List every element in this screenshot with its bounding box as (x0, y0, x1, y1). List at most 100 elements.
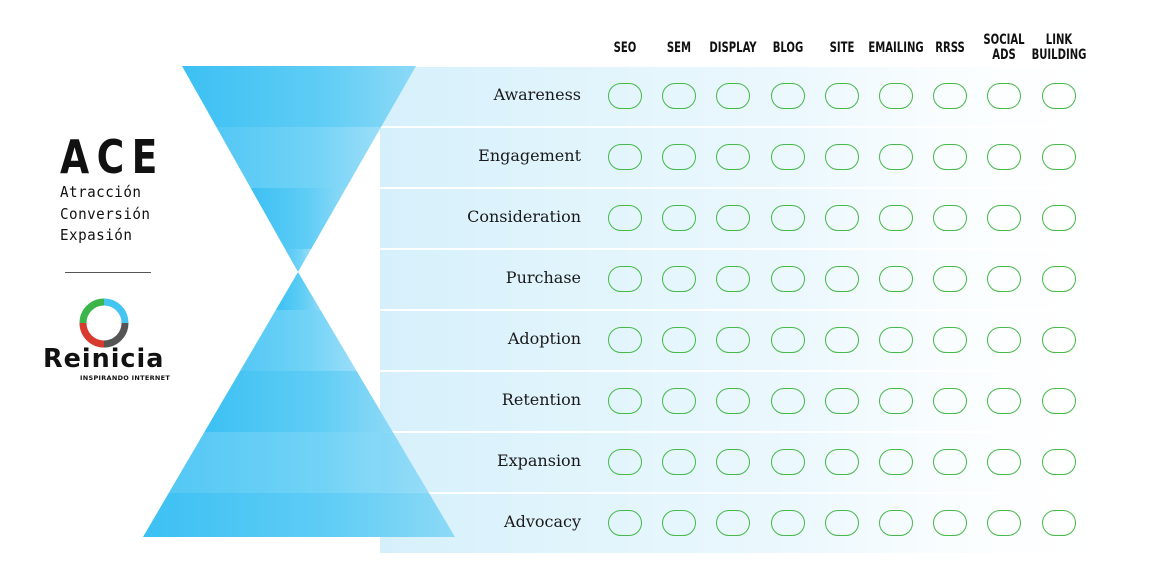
checkbox-awareness-sem[interactable] (662, 83, 697, 109)
checkbox-consideration-seo[interactable] (608, 205, 642, 231)
checkbox-expansion-blog[interactable] (770, 449, 805, 475)
checkbox-advocacy-link-building[interactable] (1041, 510, 1076, 536)
stage-label-expansion: Expansion (496, 451, 581, 470)
checkbox-awareness-site[interactable] (824, 83, 859, 109)
checkbox-consideration-display[interactable] (716, 205, 751, 231)
checkbox-awareness-social-ads[interactable] (987, 83, 1022, 109)
checkbox-engagement-site[interactable] (824, 144, 859, 170)
checkbox-adoption-sem[interactable] (662, 327, 697, 353)
checkbox-advocacy-sem[interactable] (662, 510, 697, 536)
checkbox-purchase-rrss[interactable] (933, 266, 968, 292)
checkbox-purchase-social-ads[interactable] (987, 266, 1022, 292)
checkbox-adoption-social-ads[interactable] (987, 327, 1022, 353)
checkbox-expansion-emailing[interactable] (879, 449, 913, 475)
checkbox-purchase-display[interactable] (716, 266, 751, 292)
checkbox-consideration-blog[interactable] (770, 205, 805, 231)
channel-header-emailing: EMAILING (868, 41, 924, 56)
checkbox-advocacy-social-ads[interactable] (987, 510, 1022, 536)
checkbox-purchase-site[interactable] (824, 266, 859, 292)
checkbox-expansion-seo[interactable] (608, 449, 642, 475)
checkbox-purchase-link-building[interactable] (1041, 266, 1076, 292)
checkbox-advocacy-emailing[interactable] (879, 510, 913, 536)
checkbox-adoption-blog[interactable] (770, 327, 805, 353)
channel-header-line: SOCIAL (983, 32, 1025, 48)
checkbox-engagement-rrss[interactable] (933, 144, 968, 170)
channel-header-line: DISPLAY (709, 40, 757, 56)
checkbox-awareness-emailing[interactable] (879, 83, 913, 109)
checkbox-retention-site[interactable] (824, 388, 859, 414)
checkbox-consideration-social-ads[interactable] (987, 205, 1022, 231)
reinicia-logo-icon (79, 298, 129, 348)
checkbox-engagement-blog[interactable] (770, 144, 805, 170)
checkbox-advocacy-display[interactable] (716, 510, 751, 536)
checkbox-expansion-link-building[interactable] (1041, 449, 1076, 475)
checkbox-awareness-display[interactable] (716, 83, 751, 109)
checkbox-expansion-site[interactable] (824, 449, 859, 475)
funnel-segment (250, 188, 347, 249)
checkbox-consideration-site[interactable] (824, 205, 859, 231)
checkbox-consideration-sem[interactable] (662, 205, 697, 231)
checkbox-retention-sem[interactable] (662, 388, 697, 414)
checkbox-expansion-rrss[interactable] (933, 449, 968, 475)
checkbox-consideration-emailing[interactable] (879, 205, 913, 231)
checkbox-retention-seo[interactable] (608, 388, 642, 414)
ace-line-conversion: Conversión (60, 204, 151, 223)
checkbox-consideration-rrss[interactable] (933, 205, 968, 231)
checkbox-purchase-emailing[interactable] (879, 266, 913, 292)
funnel-segment (240, 310, 357, 371)
checkbox-adoption-link-building[interactable] (1041, 327, 1076, 353)
channel-header-line: SEM (667, 40, 692, 56)
stage-label-engagement: Engagement (478, 146, 581, 165)
checkbox-engagement-social-ads[interactable] (987, 144, 1022, 170)
stage-label-retention: Retention (501, 390, 581, 409)
checkbox-advocacy-seo[interactable] (608, 510, 642, 536)
checkbox-engagement-sem[interactable] (662, 144, 697, 170)
checkbox-adoption-emailing[interactable] (879, 327, 913, 353)
checkbox-awareness-blog[interactable] (770, 83, 805, 109)
checkbox-adoption-seo[interactable] (608, 327, 642, 353)
checkbox-retention-social-ads[interactable] (987, 388, 1022, 414)
ace-line-attraction: Atracción (60, 183, 142, 201)
divider (65, 272, 151, 273)
ace-heading: ACE Atracción Conversión Expasión (60, 132, 170, 247)
ace-title: ACE (60, 130, 165, 184)
checkbox-engagement-display[interactable] (716, 144, 751, 170)
checkbox-purchase-sem[interactable] (662, 266, 697, 292)
stage-label-advocacy: Advocacy (504, 512, 581, 531)
checkbox-advocacy-site[interactable] (824, 510, 859, 536)
channel-header-line: ADS (992, 47, 1017, 63)
checkbox-retention-blog[interactable] (770, 388, 805, 414)
channel-header-social-ads: SOCIAL ADS (976, 33, 1032, 63)
checkbox-consideration-link-building[interactable] (1041, 205, 1076, 231)
checkbox-purchase-seo[interactable] (608, 266, 642, 292)
checkbox-retention-emailing[interactable] (879, 388, 913, 414)
checkbox-expansion-social-ads[interactable] (987, 449, 1022, 475)
brand-tagline: INSPIRANDO INTERNET (80, 374, 171, 382)
checkbox-awareness-seo[interactable] (608, 83, 642, 109)
checkbox-advocacy-blog[interactable] (770, 510, 805, 536)
checkbox-retention-display[interactable] (716, 388, 751, 414)
checkbox-adoption-display[interactable] (716, 327, 751, 353)
checkbox-purchase-blog[interactable] (770, 266, 805, 292)
funnel-segment (182, 66, 416, 127)
channel-header-sem: SEM (651, 41, 707, 56)
checkbox-adoption-rrss[interactable] (933, 327, 968, 353)
ace-line-expansion: Expasión (60, 226, 133, 244)
checkbox-awareness-link-building[interactable] (1041, 83, 1076, 109)
funnel-segment (143, 493, 455, 537)
channel-header-rrss: RRSS (922, 41, 978, 56)
checkbox-expansion-sem[interactable] (662, 449, 697, 475)
checkbox-engagement-link-building[interactable] (1041, 144, 1076, 170)
funnel-segment (204, 371, 393, 432)
checkbox-retention-link-building[interactable] (1041, 388, 1076, 414)
funnel-segment (285, 249, 312, 272)
checkbox-engagement-seo[interactable] (608, 144, 642, 170)
hourglass-funnel (143, 66, 455, 537)
checkbox-expansion-display[interactable] (716, 449, 751, 475)
checkbox-adoption-site[interactable] (824, 327, 859, 353)
checkbox-awareness-rrss[interactable] (933, 83, 968, 109)
channel-header-site: SITE (814, 41, 870, 56)
checkbox-advocacy-rrss[interactable] (933, 510, 968, 536)
checkbox-retention-rrss[interactable] (933, 388, 968, 414)
checkbox-engagement-emailing[interactable] (879, 144, 913, 170)
